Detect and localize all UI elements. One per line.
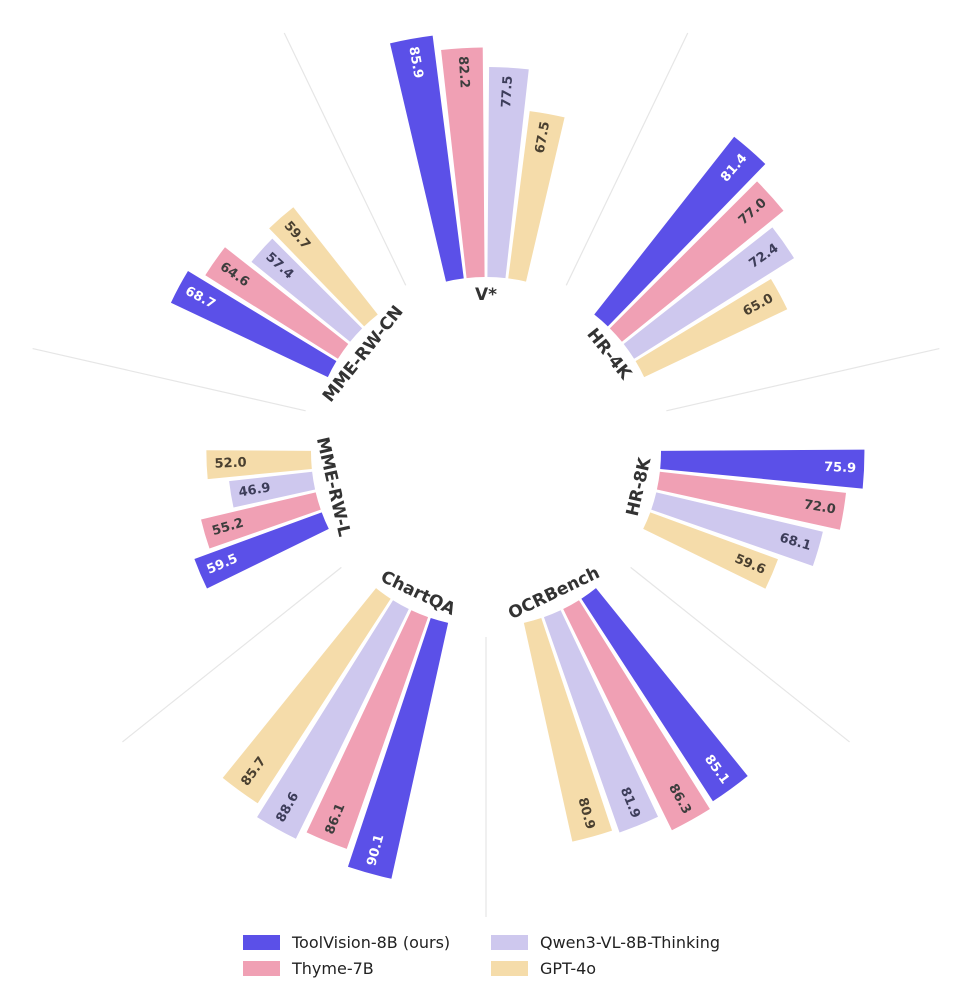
value-label-v-thyme-7b: 82.2 [455, 56, 472, 89]
benchmark-label-hr-8k: HR-8K [623, 455, 656, 518]
bar-v-qwen3-vl-8b-thinking [487, 66, 529, 279]
grid-line [122, 566, 342, 743]
bar-hr-4k-gpt-4o [635, 278, 788, 378]
bar-hr-4k-thyme-7b [609, 181, 784, 342]
legend-item-qwen3: Qwen3-VL-8B-Thinking [491, 931, 751, 953]
bar-mme-rw-cn-toolvision-8b-ours [170, 271, 337, 378]
value-label-mme-rw-l-qwen3-vl-8b-thinking: 46.9 [238, 480, 272, 500]
bar-mme-rw-l-thyme-7b [201, 492, 321, 549]
legend-label-qwen3: Qwen3-VL-8B-Thinking [540, 932, 720, 952]
legend-item-thyme: Thyme-7B [243, 957, 491, 979]
bar-ocrbench-qwen3-vl-8b-thinking [543, 610, 659, 833]
legend-swatch-qwen3 [491, 934, 528, 950]
bar-hr-4k-toolvision-8b-ours [594, 136, 766, 327]
grid-line [565, 32, 689, 286]
bar-chartqa-toolvision-8b-ours [347, 618, 449, 879]
bar-hr-8k-gpt-4o [643, 512, 778, 589]
bar-ocrbench-gpt-4o [523, 618, 613, 842]
legend-label-thyme: Thyme-7B [292, 958, 374, 978]
bar-hr-4k-qwen3-vl-8b-thinking [623, 227, 795, 359]
value-label-v-qwen3-vl-8b-thinking: 77.5 [499, 75, 516, 108]
bar-chartqa-thyme-7b [306, 610, 429, 849]
bar-mme-rw-l-toolvision-8b-ours [194, 512, 329, 589]
bar-v-thyme-7b [441, 47, 485, 279]
value-label-hr-8k-toolvision-8b-ours: 75.9 [824, 460, 857, 476]
legend-item-toolvision: ToolVision-8B (ours) [243, 931, 491, 953]
legend-swatch-toolvision [243, 934, 280, 950]
value-label-v-toolvision-8b-ours: 85.9 [405, 45, 425, 79]
bar-chartqa-qwen3-vl-8b-thinking [257, 600, 409, 839]
value-label-v-gpt-4o: 67.5 [533, 120, 553, 154]
benchmark-label-v: V* [475, 285, 497, 305]
bar-ocrbench-toolvision-8b-ours [581, 588, 748, 802]
grid-line [283, 32, 407, 286]
bar-v-gpt-4o [508, 111, 565, 282]
bar-chartqa-gpt-4o [222, 588, 391, 804]
bar-mme-rw-cn-qwen3-vl-8b-thinking [251, 238, 363, 342]
legend-swatch-gpt4o [491, 960, 528, 976]
bar-hr-8k-toolvision-8b-ours [660, 449, 865, 489]
grid-line [630, 566, 850, 743]
bar-hr-8k-qwen3-vl-8b-thinking [651, 492, 823, 567]
bar-mme-rw-l-qwen3-vl-8b-thinking [229, 471, 316, 508]
value-label-hr-8k-thyme-7b: 72.0 [803, 497, 837, 517]
grid-line [32, 347, 306, 412]
bar-mme-rw-cn-gpt-4o [269, 207, 378, 327]
legend-item-gpt4o: GPT-4o [491, 957, 751, 979]
bar-hr-8k-thyme-7b [656, 471, 846, 530]
grid-line [666, 347, 940, 412]
value-label-mme-rw-l-gpt-4o: 52.0 [214, 455, 247, 471]
bar-mme-rw-l-gpt-4o [206, 450, 312, 480]
bar-mme-rw-cn-thyme-7b [205, 247, 349, 359]
legend-swatch-thyme [243, 960, 280, 976]
bar-v-toolvision-8b-ours [390, 35, 464, 282]
legend-label-toolvision: ToolVision-8B (ours) [292, 932, 451, 952]
legend-label-gpt4o: GPT-4o [540, 958, 597, 978]
legend: ToolVision-8B (ours) Qwen3-VL-8B-Thinkin… [243, 931, 763, 979]
bar-ocrbench-thyme-7b [563, 600, 710, 831]
